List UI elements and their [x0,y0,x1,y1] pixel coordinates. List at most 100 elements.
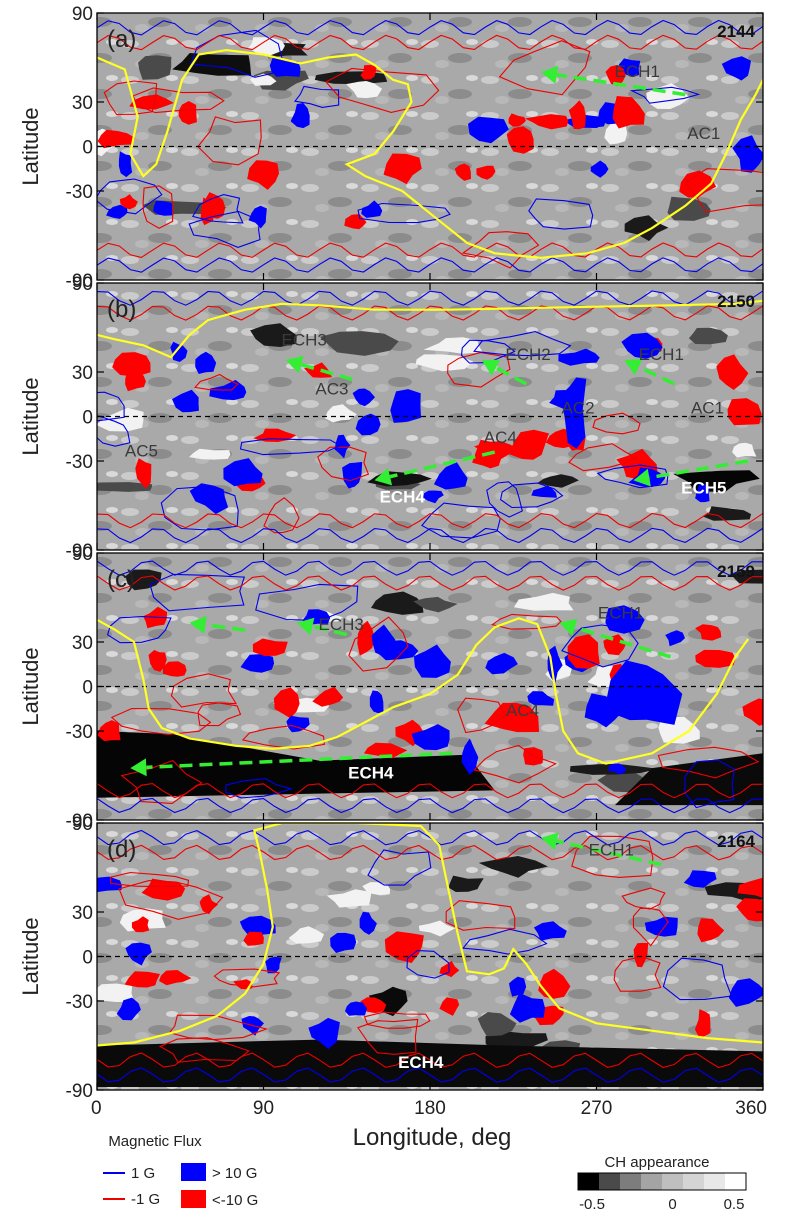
y-tick-label: 30 [72,903,93,924]
colorbar-swatch [641,1173,663,1190]
positive-flux-patch [308,1017,340,1050]
contour-minus-1g [158,1037,250,1063]
positive-flux-patch [433,462,468,490]
contour-band [97,575,763,591]
map-panel-b: ECH3 ECH2 ECH1 AC3 AC2 AC1 AC4 AC5 ECH4 ECH5 (b) 21… [18,274,764,562]
dark-region [319,331,399,356]
contour-minus-1g [457,697,506,734]
contour-minus-1g [168,1014,269,1041]
negative-flux-patch [742,698,763,726]
contour-1g [97,391,125,422]
positive-flux-patch [509,976,527,997]
motion-arrow [556,839,662,867]
contour-1g [160,485,239,531]
contour-1g [473,331,572,357]
contour-minus-1g [363,1011,431,1029]
bright-region [324,404,357,423]
legend-fill-positive [181,1163,206,1181]
motion-arrow [495,366,528,386]
dark-region [703,506,752,521]
dark-region [97,731,495,798]
bright-region [732,442,757,458]
negative-flux-patch [159,970,192,986]
negative-flux-patch [119,194,138,210]
ch-legend-title: CH appearance [604,1154,709,1171]
positive-flux-patch [170,341,188,362]
negative-flux-patch [243,931,264,946]
colorbar-swatch [704,1173,726,1190]
neutral-line [97,48,763,259]
positive-flux-patch [590,160,609,178]
annotation-label: ECH1 [598,603,643,622]
arrow-head [130,758,147,777]
rotation-number: 2144 [717,22,755,41]
negative-flux-patch [545,428,574,449]
y-tick-label: -90 [66,811,93,832]
negative-flux-patch [727,398,762,426]
y-tick-label: 90 [72,814,93,835]
y-tick-label: 30 [72,93,93,114]
y-tick-label: 0 [82,948,93,969]
positive-flux-patch [533,921,567,941]
contour-minus-1g [445,900,516,931]
annotation-label: ECH5 [681,479,726,498]
y-axis-label: Latitude [18,107,43,185]
negative-flux-patch [568,100,586,130]
contour-minus-1g [103,80,158,116]
colorbar-frame [577,1172,747,1191]
arrow-head [374,467,393,486]
y-tick-label: 90 [72,4,93,25]
rotation-number: 2164 [717,832,755,851]
contour-minus-1g [120,759,203,804]
negative-flux-patch [524,114,569,130]
dark-region [688,327,728,345]
legend-label: -1 G [131,1191,160,1208]
negative-flux-patch [112,352,151,377]
contour-minus-1g [568,443,639,472]
dark-region [97,482,153,492]
dark-region [125,569,162,591]
contour-minus-1g [684,168,763,213]
negative-flux-patch [508,113,526,127]
annotation-label: AC1 [687,124,720,143]
contour-minus-1g [461,231,540,269]
contour-1g [188,210,261,248]
contour-1g [293,85,340,108]
contour-band [97,797,763,814]
positive-flux-patch [531,485,557,498]
positive-flux-patch [290,103,310,129]
dark-region [624,215,669,241]
arrow-head [189,615,207,634]
rotation-number: 2159 [717,562,755,581]
map-panel-a: ECH1 AC1 (a) 2144 90 30 0 -30 -90 Latitude [18,4,764,292]
legend-label: <-10 G [212,1192,258,1209]
contour-band [97,783,763,799]
contour-band [97,829,763,846]
contour-minus-1g [213,968,281,988]
positive-flux-patch [411,724,450,751]
x-tick-label: 270 [581,1098,613,1119]
motion-arrow [648,459,749,480]
y-tick-label: 30 [72,633,93,654]
bright-region [418,920,456,937]
contour-1g [225,778,293,799]
bright-region [326,889,372,908]
dark-region [371,591,424,615]
annotation-label: ECH1 [639,345,684,364]
arrow-head [624,358,643,376]
contour-band [97,844,763,861]
y-tick-label: 90 [72,544,93,565]
negative-flux-patch [697,918,725,943]
contour-band [97,1067,763,1083]
motion-arrow [637,365,675,386]
negative-flux-patch [124,971,160,988]
bright-region [97,983,135,1002]
flux-legend-title: Magnetic Flux [108,1133,202,1150]
y-tick-label: 0 [82,678,93,699]
annotation-label: AC4 [484,428,517,447]
dark-region [537,474,579,488]
bright-region [346,81,383,99]
negative-flux-patch [484,702,540,733]
contour-minus-1g [263,497,300,534]
positive-flux-patch [608,763,626,775]
